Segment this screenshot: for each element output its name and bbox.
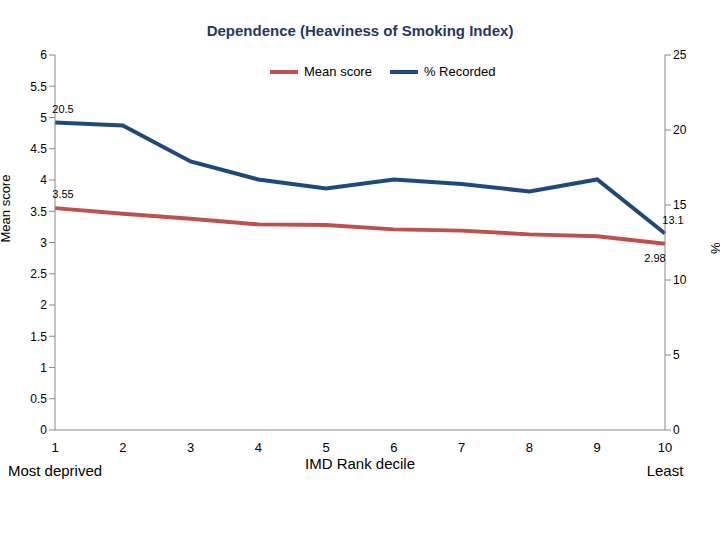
html-text:Dependence (Heaviness of Smoki: Dependence (Heaviness of Smoking Index) xyxy=(206,22,514,39)
svg-text:8: 8 xyxy=(526,440,533,455)
svg-text:6: 6 xyxy=(390,440,397,455)
svg-text:1: 1 xyxy=(40,361,47,375)
svg-text:9: 9 xyxy=(594,440,601,455)
svg-text:Least: Least xyxy=(647,462,685,479)
svg-text:IMD Rank decile: IMD Rank decile xyxy=(305,455,415,472)
svg-text:2.98: 2.98 xyxy=(644,252,665,264)
svg-text:1: 1 xyxy=(51,440,58,455)
svg-text:3: 3 xyxy=(40,236,47,250)
svg-text:10: 10 xyxy=(658,440,672,455)
svg-text:7: 7 xyxy=(458,440,465,455)
svg-text:4: 4 xyxy=(40,173,47,187)
svg-text:%: % xyxy=(708,242,712,254)
svg-text:6: 6 xyxy=(40,48,47,62)
html-text:% Recorded: % Recorded xyxy=(423,64,496,79)
svg-text:2: 2 xyxy=(40,298,47,312)
svg-text:20: 20 xyxy=(673,123,687,137)
svg-text:25: 25 xyxy=(673,48,687,62)
svg-text:Most deprived: Most deprived xyxy=(8,462,102,479)
svg-text:5: 5 xyxy=(40,111,47,125)
svg-text:5: 5 xyxy=(322,440,329,455)
svg-text:15: 15 xyxy=(673,198,687,212)
svg-text:0: 0 xyxy=(40,423,47,437)
svg-text:5.5: 5.5 xyxy=(30,80,47,94)
svg-text:1.5: 1.5 xyxy=(30,330,47,344)
svg-text:Mean score: Mean score xyxy=(8,175,13,243)
svg-text:5: 5 xyxy=(673,348,680,362)
svg-text:3.55: 3.55 xyxy=(52,188,73,200)
svg-text:4.5: 4.5 xyxy=(30,142,47,156)
svg-text:0: 0 xyxy=(673,423,680,437)
svg-text:2.5: 2.5 xyxy=(30,267,47,281)
svg-text:13.1: 13.1 xyxy=(662,214,683,226)
svg-text:3.5: 3.5 xyxy=(30,205,47,219)
svg-text:10: 10 xyxy=(673,273,687,287)
svg-text:2: 2 xyxy=(119,440,126,455)
svg-text:20.5: 20.5 xyxy=(52,103,73,115)
svg-text:3: 3 xyxy=(187,440,194,455)
svg-text:4: 4 xyxy=(255,440,262,455)
svg-text:0.5: 0.5 xyxy=(30,392,47,406)
html-text:Mean score: Mean score xyxy=(304,64,372,79)
